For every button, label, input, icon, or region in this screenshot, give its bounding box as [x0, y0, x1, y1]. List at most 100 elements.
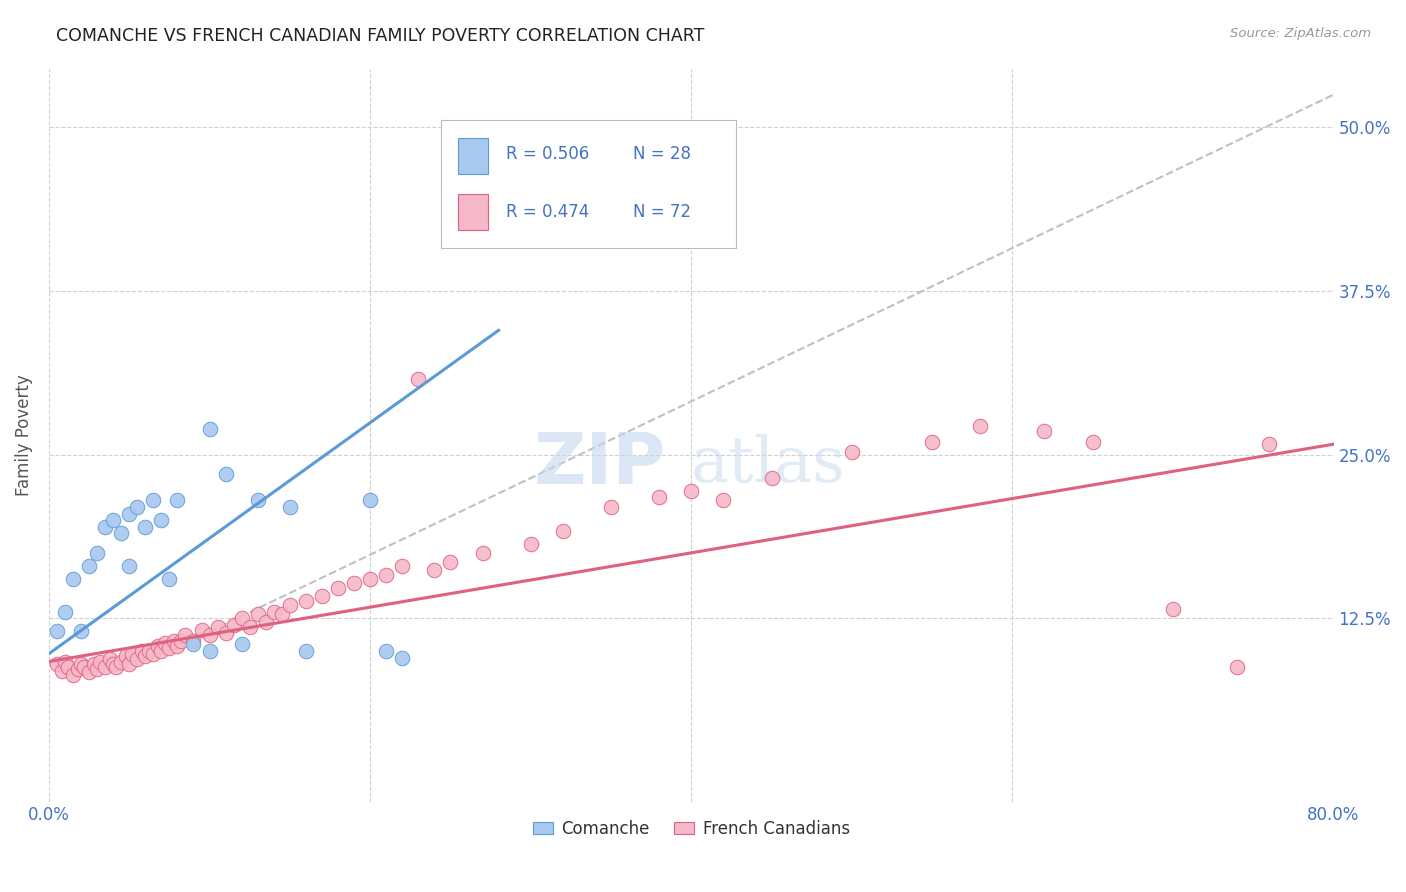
- Point: [423, 563, 446, 577]
- Point: [142, 493, 165, 508]
- Point: [46, 657, 69, 672]
- Point: [138, 644, 160, 658]
- Point: [681, 484, 703, 499]
- Point: [648, 490, 671, 504]
- Point: [115, 649, 138, 664]
- Text: Source: ZipAtlas.com: Source: ZipAtlas.com: [1230, 27, 1371, 40]
- Point: [198, 644, 221, 658]
- Point: [711, 493, 734, 508]
- Point: [263, 605, 285, 619]
- Point: [110, 655, 132, 669]
- Point: [118, 507, 141, 521]
- Point: [278, 500, 301, 514]
- Point: [231, 638, 253, 652]
- Point: [131, 644, 153, 658]
- Point: [174, 628, 197, 642]
- Point: [375, 568, 398, 582]
- Point: [83, 657, 105, 672]
- Point: [98, 652, 121, 666]
- Point: [166, 639, 188, 653]
- Point: [439, 555, 461, 569]
- Point: [127, 652, 149, 666]
- Point: [231, 611, 253, 625]
- Text: ZIP: ZIP: [533, 430, 665, 499]
- Point: [406, 372, 429, 386]
- Point: [169, 633, 191, 648]
- Point: [77, 665, 100, 679]
- Point: [343, 576, 366, 591]
- Point: [326, 581, 349, 595]
- Point: [969, 418, 991, 433]
- Point: [207, 620, 229, 634]
- Point: [53, 605, 76, 619]
- Point: [551, 524, 574, 538]
- Point: [150, 513, 173, 527]
- Point: [198, 628, 221, 642]
- Point: [153, 636, 176, 650]
- Text: COMANCHE VS FRENCH CANADIAN FAMILY POVERTY CORRELATION CHART: COMANCHE VS FRENCH CANADIAN FAMILY POVER…: [56, 27, 704, 45]
- Point: [51, 664, 73, 678]
- Point: [134, 649, 156, 664]
- Point: [600, 500, 623, 514]
- Point: [73, 659, 96, 673]
- Point: [103, 513, 125, 527]
- Point: [89, 655, 111, 669]
- Point: [127, 500, 149, 514]
- Point: [1033, 424, 1056, 438]
- Point: [359, 572, 381, 586]
- Point: [278, 598, 301, 612]
- Point: [70, 624, 93, 639]
- Point: [105, 659, 128, 673]
- Point: [222, 618, 245, 632]
- Point: [1161, 602, 1184, 616]
- Point: [166, 493, 188, 508]
- Point: [86, 662, 108, 676]
- Point: [118, 657, 141, 672]
- Point: [295, 644, 318, 658]
- Point: [77, 558, 100, 573]
- Point: [198, 421, 221, 435]
- Point: [1081, 434, 1104, 449]
- Point: [519, 537, 541, 551]
- Point: [46, 624, 69, 639]
- Point: [86, 546, 108, 560]
- Point: [1226, 659, 1249, 673]
- Point: [62, 667, 84, 681]
- Point: [163, 633, 186, 648]
- Point: [70, 657, 93, 672]
- Point: [94, 659, 117, 673]
- Point: [58, 659, 80, 673]
- Point: [157, 641, 180, 656]
- Point: [94, 519, 117, 533]
- Point: [761, 471, 783, 485]
- Point: [246, 493, 269, 508]
- Point: [311, 589, 333, 603]
- Text: atlas: atlas: [692, 434, 846, 495]
- Point: [110, 526, 132, 541]
- Point: [270, 607, 292, 622]
- Point: [150, 644, 173, 658]
- Point: [239, 620, 262, 634]
- Point: [190, 623, 212, 637]
- Point: [391, 650, 413, 665]
- Point: [246, 607, 269, 622]
- Point: [921, 434, 943, 449]
- Point: [66, 662, 89, 676]
- Point: [62, 572, 84, 586]
- Point: [375, 644, 398, 658]
- Point: [391, 558, 413, 573]
- Point: [214, 625, 236, 640]
- Point: [53, 655, 76, 669]
- Point: [183, 638, 205, 652]
- Point: [214, 467, 236, 482]
- Point: [142, 647, 165, 661]
- Point: [1258, 437, 1281, 451]
- Legend: Comanche, French Canadians: Comanche, French Canadians: [526, 814, 856, 845]
- Point: [134, 519, 156, 533]
- Point: [146, 639, 169, 653]
- Point: [183, 633, 205, 648]
- Point: [121, 647, 143, 661]
- Point: [103, 657, 125, 672]
- Point: [157, 572, 180, 586]
- Point: [295, 594, 318, 608]
